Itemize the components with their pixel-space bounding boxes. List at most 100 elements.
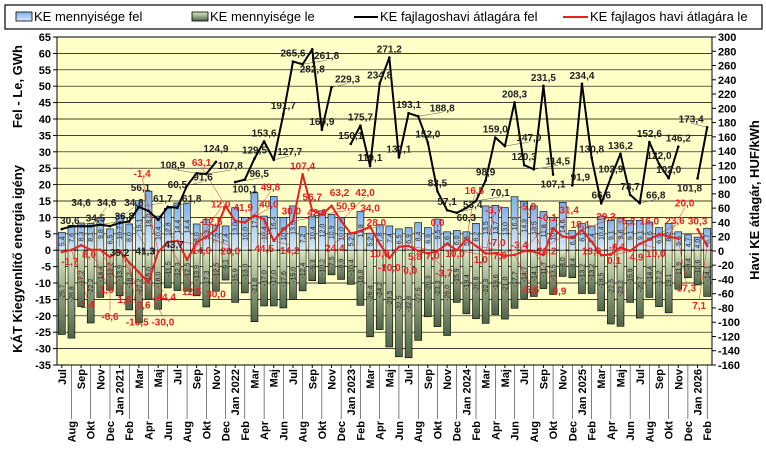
bar-down <box>337 249 345 280</box>
bar-down <box>125 249 134 311</box>
avg-down-label: 44,5 <box>254 244 274 255</box>
x-tick-label: Maj <box>500 369 512 387</box>
y-right-tick-label: 200 <box>718 103 736 115</box>
y-left-tick-label: 25 <box>39 163 51 175</box>
bar-down-label: -8,4 <box>570 258 577 270</box>
y-right-tick-label: 140 <box>718 146 736 158</box>
label-leader-line <box>167 202 192 208</box>
bar-down-label: -21,0 <box>502 277 509 293</box>
bar-up-label: 7,4 <box>223 233 230 243</box>
bar-down <box>269 249 278 307</box>
x-tick-label: Apr <box>606 420 618 440</box>
avg-up-label: 107,1 <box>541 180 566 191</box>
bar-down-label: -26,4 <box>368 285 375 301</box>
bar-down-label: -12,2 <box>107 262 114 278</box>
avg-up-label: 136,2 <box>608 141 633 152</box>
label-leader-line <box>639 199 656 204</box>
bar-down <box>77 249 85 307</box>
x-tick-label: Okt <box>664 421 676 440</box>
y-axis-left-title-bottom: KÁT Kiegyenlítő energia igény <box>10 164 25 353</box>
bar-down-label: -13,2 <box>579 264 586 280</box>
y-left-tick-label: 5 <box>45 229 51 241</box>
y-left-tick-label: 55 <box>39 65 51 77</box>
avg-down-label: -0,1 <box>540 213 558 224</box>
bar-down-label: -18,0 <box>156 272 163 288</box>
label-leader-line <box>177 240 202 246</box>
avg-up-label: 122,0 <box>647 151 672 162</box>
avg-up-label: 34,6 <box>97 198 117 209</box>
bar-down-label: -10,2 <box>319 259 326 275</box>
avg-down-label: 16,0 <box>640 217 660 228</box>
bar-down-label: -14,1 <box>531 265 538 281</box>
avg-up-label: 119,1 <box>358 153 383 164</box>
avg-down-label: -30,0 <box>151 317 174 328</box>
bar-down-label: -25,7 <box>59 284 66 300</box>
y-left-tick-label: 35 <box>39 130 51 142</box>
bar-down <box>395 249 403 358</box>
avg-down-label: 41,9 <box>233 203 253 214</box>
x-tick-label: Dec <box>336 421 348 441</box>
avg-down-label: 0,0 <box>431 218 445 229</box>
avg-down-label: 63,1 <box>192 158 212 169</box>
bar-down-label: -19,1 <box>666 273 673 289</box>
y-axis-right: 3002802602402202001801601401201008060402… <box>712 32 740 372</box>
bar-down-label: -22,3 <box>483 279 490 295</box>
avg-down-label: -5,6 <box>522 285 540 296</box>
label-leader-line <box>273 240 290 246</box>
bar-down-label: -12,5 <box>185 263 192 279</box>
avg-up-label: 34,8 <box>124 198 144 209</box>
bars <box>58 190 711 359</box>
avg-down-label: -3,7 <box>485 206 503 217</box>
bar-down <box>424 249 432 318</box>
bar-up-label: 14,4 <box>175 220 182 234</box>
bar-down-label: -8,9 <box>339 259 346 271</box>
x-tick-label: Mar <box>249 368 261 388</box>
avg-down-label: 42,0 <box>307 208 327 219</box>
avg-up-line <box>61 161 217 231</box>
bar-up-label: 13,7 <box>493 221 500 235</box>
x-tick-label: Feb <box>124 421 136 441</box>
y-right-tick-label: 40 <box>718 217 730 229</box>
y-left-tick-label: 30 <box>39 147 51 159</box>
bar-down-label: -14,4 <box>98 266 105 282</box>
avg-down-label: 14,0 <box>192 246 212 257</box>
bar-down-label: -17,0 <box>262 270 269 286</box>
lines <box>60 47 709 284</box>
bar-down-label: -11,5 <box>165 261 172 277</box>
label-leader-line <box>504 141 529 147</box>
avg-up-label: 114,5 <box>546 156 571 167</box>
avg-up-label: 261,8 <box>314 51 339 62</box>
y-axis-left: 65605550454035302520151050-5-10-15-20-25… <box>35 32 57 372</box>
bar-down <box>616 249 625 327</box>
avg-up-line <box>696 127 709 179</box>
bar-up-label: 9,1 <box>628 230 635 240</box>
avg-down-label: 23,6 <box>665 216 685 227</box>
y-left-tick-label: 50 <box>39 81 51 93</box>
bar-down-label: -13,0 <box>242 263 249 279</box>
avg-up-label: 100,1 <box>232 185 257 196</box>
bar-down <box>279 249 288 309</box>
label-leader-line <box>138 202 163 208</box>
x-tick-label: Mar <box>365 368 377 388</box>
x-tick-label: Okt <box>317 421 329 440</box>
bar-down-label: -26,8 <box>69 286 76 302</box>
bar-up-label: 10,0 <box>281 227 288 241</box>
label-leader-line <box>533 251 559 286</box>
y-left-tick-label: -30 <box>35 344 51 356</box>
avg-down-label: 17,3 <box>677 284 697 295</box>
bar-down-label: -17,3 <box>204 270 211 286</box>
x-tick-label: Dec <box>105 421 117 441</box>
avg-down-label: 42,0 <box>355 188 375 199</box>
bar-up-label: 6,9 <box>657 234 664 244</box>
label-leader-line <box>552 214 570 229</box>
legend-label-up: KE mennyisége fel <box>34 9 143 24</box>
bar-down <box>607 249 615 325</box>
avg-down-label: 34,0 <box>360 204 380 215</box>
avg-up-label: 70,1 <box>490 188 510 199</box>
bar-down <box>635 249 644 319</box>
avg-up-label: 146,2 <box>666 134 691 145</box>
x-tick-label: Sep <box>423 369 435 389</box>
label-leader-line <box>128 262 138 317</box>
bar-down <box>202 249 211 308</box>
bar-up-label: 9,1 <box>637 230 644 240</box>
